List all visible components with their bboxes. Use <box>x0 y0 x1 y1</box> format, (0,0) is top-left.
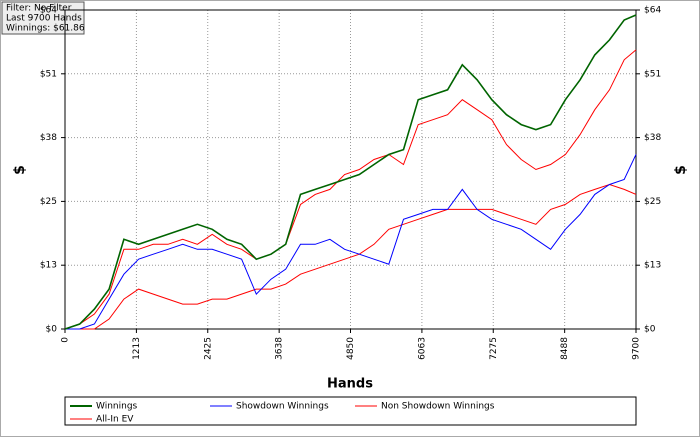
legend-label: Showdown Winnings <box>236 402 329 412</box>
y-tick-label: $51 <box>40 69 57 79</box>
x-tick-label: 8488 <box>560 337 570 360</box>
series-line <box>64 49 637 330</box>
y2-tick-label: $25 <box>644 197 661 207</box>
info-text: Winnings: $61.86 <box>6 24 85 34</box>
y-tick-label: $0 <box>46 325 58 335</box>
y2-tick-label: $0 <box>644 325 656 335</box>
y2-tick-label: $64 <box>644 6 661 16</box>
y2-tick-label: $13 <box>644 261 661 271</box>
y2-axis-title: $ <box>673 165 689 175</box>
y2-tick-label: $51 <box>644 69 661 79</box>
y-tick-label: $38 <box>40 133 57 143</box>
legend-label: All-In EV <box>96 415 134 425</box>
x-tick-label: 7275 <box>489 337 499 360</box>
x-tick-label: 9700 <box>632 337 642 360</box>
legend-label: Winnings <box>96 402 138 412</box>
y-tick-label: $64 <box>40 6 57 16</box>
series-line <box>64 14 637 330</box>
y2-tick-label: $38 <box>644 133 661 143</box>
info-box <box>1 1 85 35</box>
info-text: Last 9700 Hands <box>6 14 82 24</box>
y-tick-label: $25 <box>40 197 57 207</box>
series-line <box>65 183 637 330</box>
info-text: Filter: No Filter <box>6 4 72 14</box>
x-tick-label: 3638 <box>275 337 285 360</box>
series-line <box>65 154 637 330</box>
plot-border <box>64 9 637 330</box>
x-tick-label: 1213 <box>132 337 142 360</box>
info-box-bg <box>1 1 85 35</box>
y-tick-label: $13 <box>40 261 57 271</box>
x-tick-label: 2425 <box>203 337 213 360</box>
legend-box <box>64 396 637 426</box>
y-axis-title: $ <box>12 165 28 175</box>
x-axis-title: Hands <box>327 377 373 392</box>
legend-label: Non Showdown Winnings <box>381 402 495 412</box>
x-tick-label: 0 <box>61 337 71 343</box>
x-tick-label: 6063 <box>417 337 427 360</box>
x-tick-label: 4850 <box>346 337 356 360</box>
